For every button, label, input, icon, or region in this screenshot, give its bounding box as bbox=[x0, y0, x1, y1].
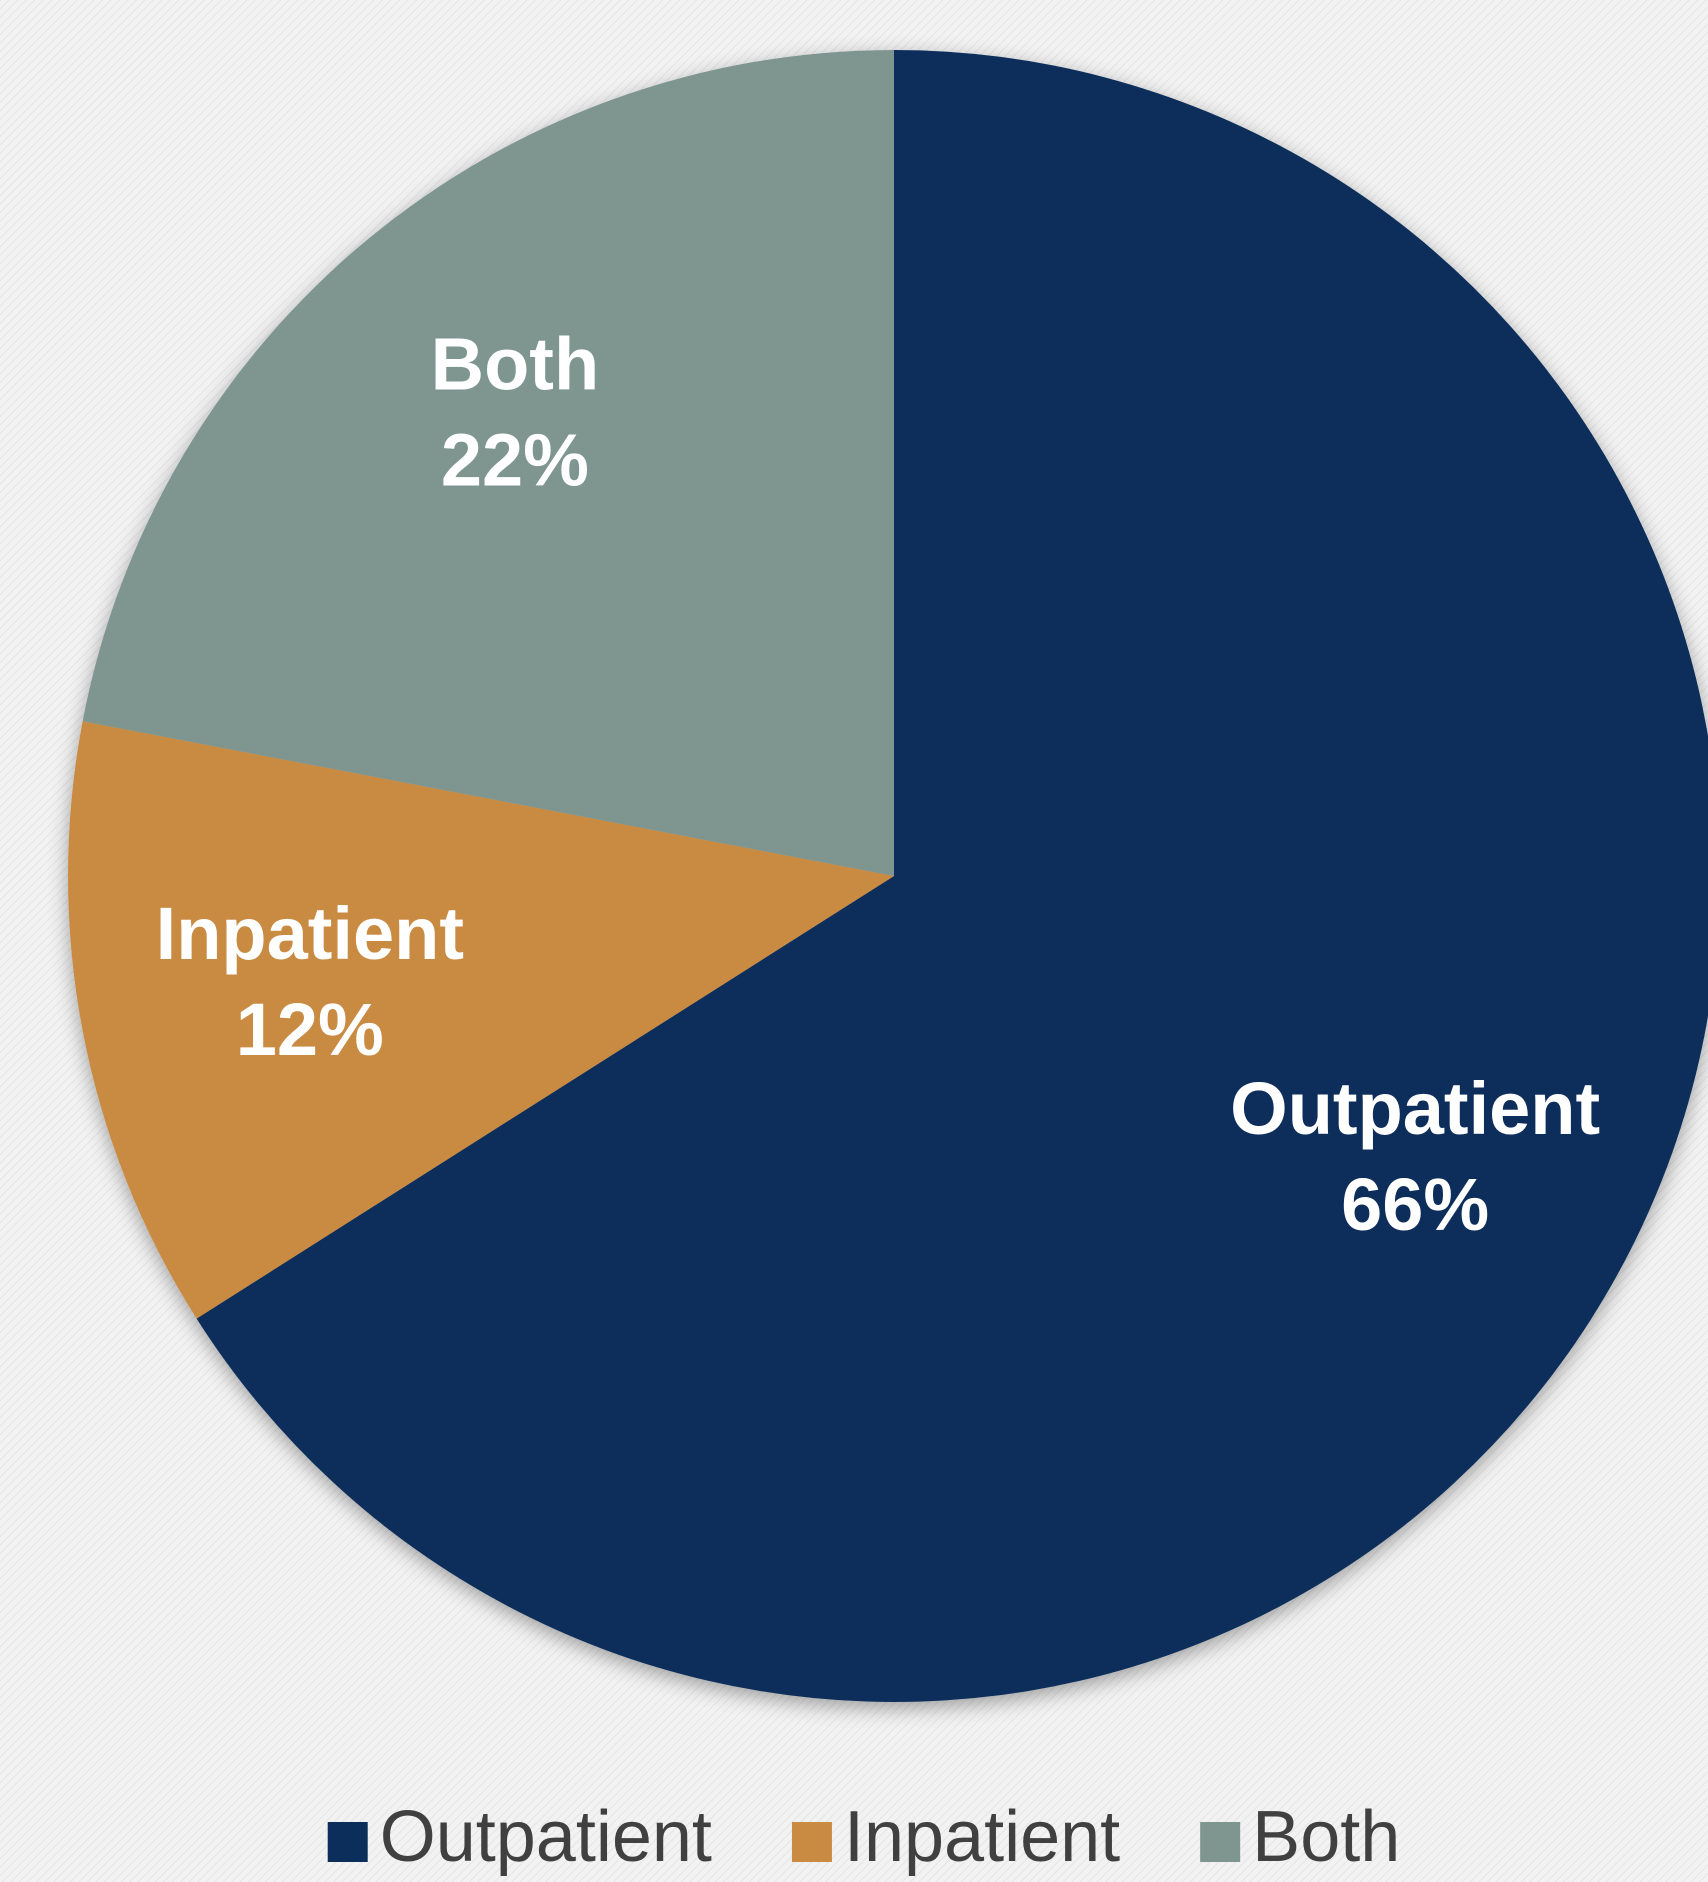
data-label-name: Outpatient bbox=[1230, 1067, 1600, 1150]
legend-label: Both bbox=[1252, 1797, 1400, 1877]
data-label-value: 66% bbox=[1341, 1163, 1489, 1246]
pie-slice bbox=[67, 721, 894, 1319]
data-label-value: 12% bbox=[236, 988, 384, 1071]
legend-swatch bbox=[327, 1822, 368, 1862]
pie bbox=[67, 50, 1708, 1702]
legend: Outpatient Inpatient Both bbox=[327, 1797, 1400, 1877]
data-label-name: Inpatient bbox=[156, 892, 464, 975]
pie-slice bbox=[82, 50, 894, 876]
pie-slice bbox=[196, 50, 1708, 1702]
legend-label: Outpatient bbox=[380, 1797, 712, 1877]
legend-swatch bbox=[791, 1822, 832, 1862]
data-label-name: Both bbox=[431, 322, 600, 405]
legend-label: Inpatient bbox=[844, 1797, 1120, 1877]
legend-swatch bbox=[1200, 1822, 1241, 1862]
data-label-value: 22% bbox=[441, 418, 589, 501]
